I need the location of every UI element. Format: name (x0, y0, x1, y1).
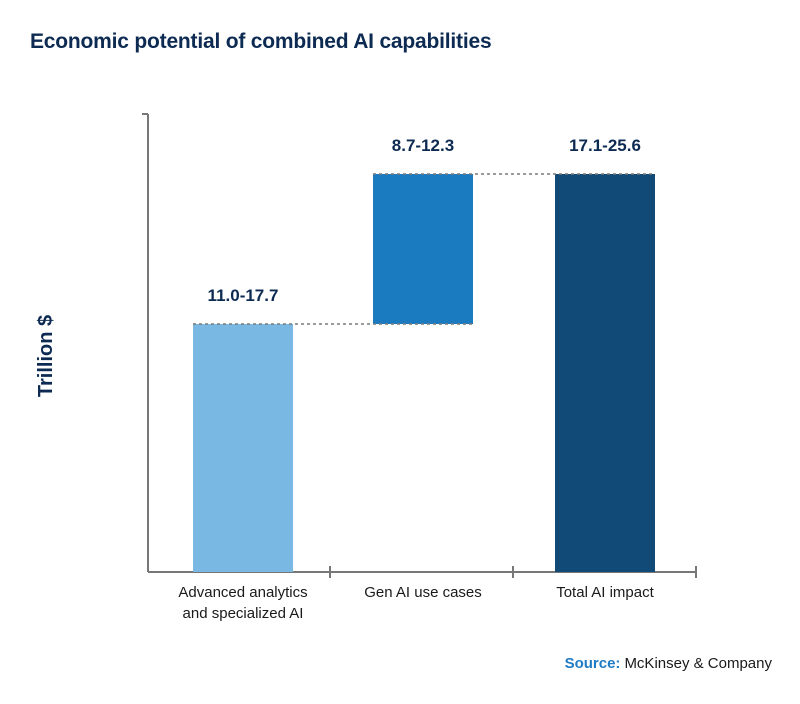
chart-title: Economic potential of combined AI capabi… (30, 30, 492, 53)
source-note: Source: McKinsey & Company (565, 655, 772, 672)
data-label: 11.0-17.7 (208, 286, 279, 305)
x-tick-label: and specialized AI (183, 605, 304, 622)
x-tick-label: Total AI impact (556, 584, 654, 601)
x-tick-label: Gen AI use cases (364, 584, 482, 601)
x-tick-label: Advanced analytics (178, 584, 307, 601)
source-label: Source: (564, 655, 621, 672)
bar-total (555, 174, 655, 572)
bar-step-1 (193, 324, 293, 572)
bar-step-2 (373, 174, 473, 324)
data-label: 17.1-25.6 (569, 136, 641, 155)
source-text: McKinsey & Company (624, 655, 772, 672)
data-label: 8.7-12.3 (392, 136, 454, 155)
